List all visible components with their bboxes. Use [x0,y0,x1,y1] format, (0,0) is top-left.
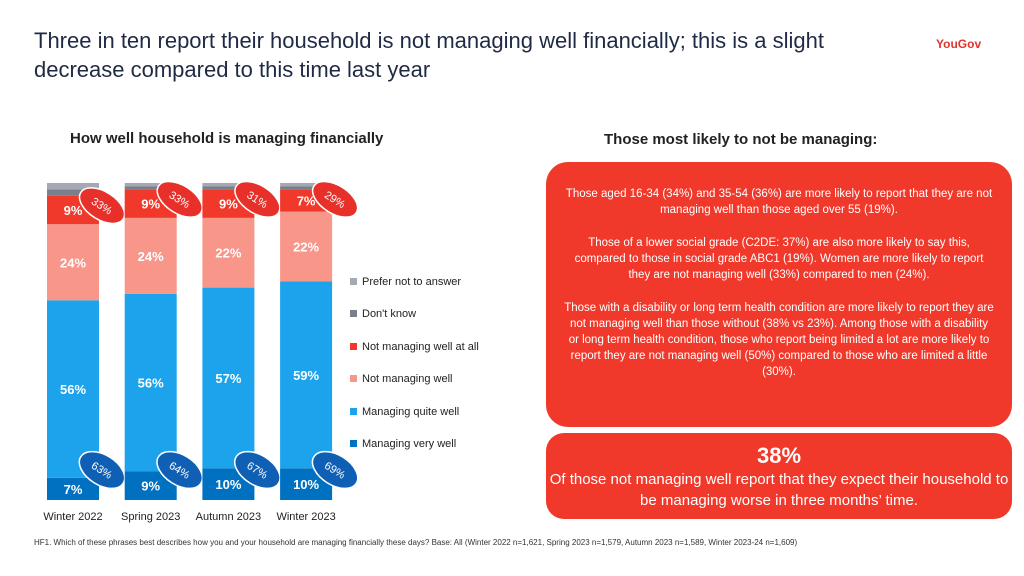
data-label: 9% [141,479,160,494]
footnote: HF1. Which of these phrases best describ… [34,538,798,547]
badge-shape [78,450,126,490]
data-label: 9% [64,203,83,218]
bar-segment-don-t-know [202,186,255,190]
legend-swatch [350,407,357,415]
not-managing-total-badge: 33% [78,187,126,225]
legend-label: Not managing well [362,373,453,386]
data-label: 59% [293,368,319,383]
right-panel-heading: Those most likely to not be managing: [604,131,878,148]
stat-value: 38% [756,443,802,468]
x-tick-label: Autumn 2023 [196,511,261,523]
legend-label: Managing quite well [362,405,460,418]
bar-segment-don-t-know [280,186,333,190]
bar-segment-prefer-not-to-answer [47,183,99,190]
legend-item-don-t-know: Don't know [350,308,479,340]
not-managing-total-badge: 33% [156,180,203,218]
data-label: 7% [297,193,316,208]
data-label: 56% [60,382,86,397]
managing-total-badge: 63% [78,450,126,490]
legend-item-not-managing-well-at-all: Not managing well at all [350,341,479,373]
stat-panel: 38% Of those not managing well report th… [546,433,1012,519]
bar-segment-not-managing-well [47,224,99,301]
stat-text: Of those not managing well report that t… [549,471,1009,509]
bar-segment-don-t-know [124,186,177,190]
badge-shape [311,450,359,490]
data-label: 24% [138,249,164,264]
legend-label: Managing very well [362,437,457,450]
managing-total-badge: 69% [311,450,359,490]
legend-item-managing-very-well: Managing very well [350,438,479,470]
bar-segment-managing-quite-well [47,300,99,478]
legend-label: Don't know [362,308,417,321]
legend-swatch [350,342,357,350]
data-label: 10% [215,477,241,492]
bar-segment-managing-quite-well [280,281,333,469]
page-title: Three in ten report their household is n… [34,28,824,82]
chart-legend: Prefer not to answer Don't know Not managi… [350,276,479,470]
data-label: 57% [215,371,241,386]
managing-total-badge: 64% [156,450,204,490]
stacked-bar-chart: 7%56%24%9%Winter 202263%33%9%56%24%9%Spr… [43,180,359,523]
not-managing-total-badge: 31% [234,180,281,218]
data-label: 24% [60,255,86,270]
not-managing-total-badge: 29% [311,180,359,218]
legend-item-managing-quite-well: Managing quite well [350,406,479,438]
badge-shape [156,180,203,218]
chart-title: How well household is managing financial… [70,130,384,147]
data-label: 9% [141,197,160,212]
data-label: 56% [138,376,164,391]
insight-disability: Those with a disability or long term hea… [564,302,994,378]
legend-item-prefer-not-to-answer: Prefer not to answer [350,276,479,308]
data-label: 7% [64,482,83,497]
insights-panel: Those aged 16-34 (34%) and 35-54 (36%) a… [546,162,1012,427]
bar-segment-managing-very-well [47,477,99,500]
x-tick-label: Winter 2022 [43,511,102,523]
legend-swatch [350,375,357,383]
x-tick-label: Spring 2023 [121,511,180,523]
bar-segment-prefer-not-to-answer [202,183,255,187]
badge-shape [311,180,359,218]
bar-segment-managing-quite-well [124,293,177,472]
bar-segment-not-managing-well [202,217,255,288]
data-label: 22% [215,246,241,261]
legend-label: Prefer not to answer [362,276,462,288]
insight-age: Those aged 16-34 (34%) and 35-54 (36%) a… [565,188,993,216]
bar-segment-prefer-not-to-answer [124,183,177,187]
legend-swatch [350,310,357,318]
legend-item-not-managing-well: Not managing well [350,373,479,405]
data-label: 10% [293,477,319,492]
data-label: 22% [293,239,319,254]
yougov-logo: YouGov [936,37,982,51]
bar-segment-not-managing-well [124,217,177,294]
bar-segment-don-t-know [47,189,99,196]
bar-segment-not-managing-well [280,211,333,282]
managing-total-badge: 67% [234,450,281,490]
badge-shape [234,450,281,490]
bar-segment-prefer-not-to-answer [280,183,333,187]
legend-swatch [350,278,357,285]
badge-shape [234,180,281,218]
badge-shape [156,450,204,490]
insight-social-grade: Those of a lower social grade (C2DE: 37%… [574,237,984,281]
bar-segment-managing-quite-well [202,287,255,469]
badge-shape [78,187,126,225]
x-tick-label: Winter 2023 [276,511,335,523]
legend-label: Not managing well at all [362,340,479,353]
legend-swatch [350,439,357,447]
data-label: 9% [219,197,238,212]
